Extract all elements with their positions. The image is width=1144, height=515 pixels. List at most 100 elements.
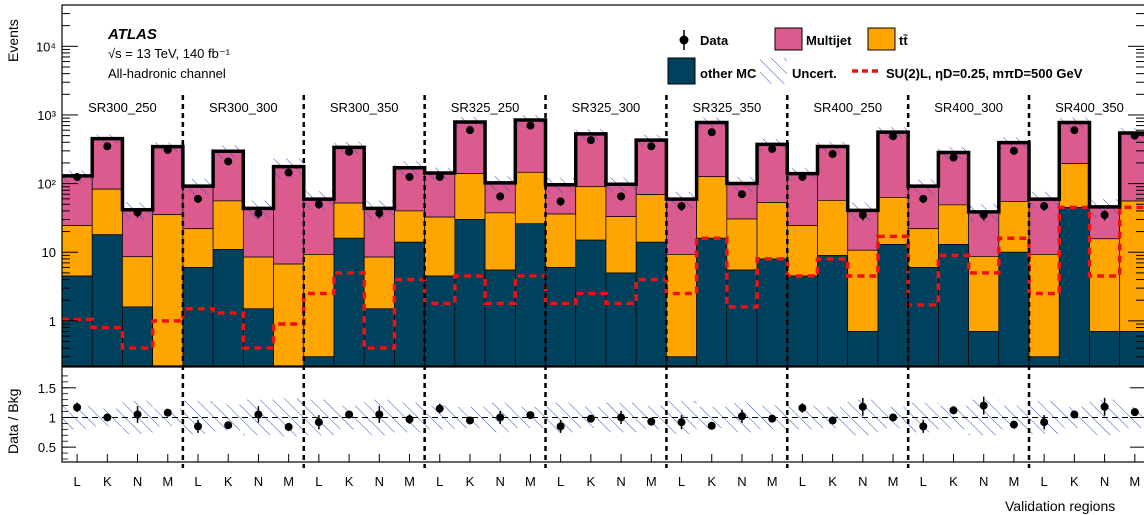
bar-other-mc <box>1028 356 1060 366</box>
x-tick-label: N <box>979 474 988 489</box>
bottom-frame <box>61 366 1144 463</box>
bar-ttbar <box>605 216 637 274</box>
ratio-uncert-band <box>696 406 727 429</box>
x-tick-label: K <box>707 474 716 489</box>
x-tick-label: L <box>73 474 80 489</box>
bar-ttbar <box>152 214 184 366</box>
top-frame <box>61 4 1144 367</box>
bar-other-mc <box>968 331 1000 366</box>
bar-ttbar <box>575 186 607 241</box>
x-tick-label: K <box>466 474 475 489</box>
x-tick-label: M <box>1129 474 1140 489</box>
x-tick-label: L <box>1041 474 1048 489</box>
ratio-point <box>435 404 444 413</box>
ratio-point <box>103 413 112 422</box>
data-point <box>284 168 293 177</box>
legend-uncert-swatch <box>760 58 787 84</box>
bar-ttbar <box>242 256 274 310</box>
ratio-point <box>737 412 746 421</box>
bar-ttbar <box>786 225 818 277</box>
ratio-point <box>647 417 656 426</box>
ratio-point <box>193 422 202 431</box>
total-background-line <box>62 118 1144 214</box>
bar-ttbar <box>968 256 1000 332</box>
bar-ttbar <box>394 210 425 243</box>
data-point <box>919 194 928 203</box>
x-tick-label: M <box>888 474 899 489</box>
x-tick-label: L <box>194 474 201 489</box>
ratio-point <box>979 401 988 410</box>
ratio-point <box>1009 420 1018 429</box>
x-tick-label: K <box>949 474 958 489</box>
bar-ttbar <box>545 213 577 268</box>
ratio-point <box>284 422 293 431</box>
bar-other-mc <box>696 237 728 366</box>
bar-ttbar <box>907 228 939 268</box>
ratio-point <box>1100 402 1109 411</box>
ratio-tick-label: 1 <box>49 410 56 425</box>
data-point <box>858 210 867 219</box>
legend-other-mc-swatch <box>667 57 696 85</box>
ratio-point <box>163 408 172 417</box>
region-label: SR400_350 <box>1055 100 1124 115</box>
ratio-point <box>1130 408 1139 417</box>
ratio-point <box>919 422 928 431</box>
y-tick-label: 1 <box>49 314 56 329</box>
bar-ttbar <box>363 256 395 310</box>
bar-ttbar <box>696 176 728 239</box>
ratio-point <box>1070 410 1079 419</box>
bar-other-mc <box>817 255 849 366</box>
data-point <box>586 136 595 145</box>
data-point <box>1130 131 1139 140</box>
channel-label: All-hadronic channel <box>108 66 226 81</box>
ratio-point <box>375 410 384 419</box>
y-tick-label: 10³ <box>37 108 56 123</box>
bar-other-mc <box>424 275 456 366</box>
x-axis-label: Validation regions <box>1005 498 1115 514</box>
bar-other-mc <box>1089 331 1121 366</box>
x-tick-label: K <box>1070 474 1079 489</box>
ratio-uncert-band <box>424 405 455 430</box>
legend-data-marker <box>679 35 689 45</box>
ratio-point <box>314 418 323 427</box>
x-tick-label: N <box>1100 474 1109 489</box>
x-tick-label: K <box>587 474 596 489</box>
ratio-point <box>526 411 535 420</box>
data-point <box>979 210 988 219</box>
data-point <box>1070 126 1079 135</box>
bar-ttbar <box>635 194 667 243</box>
ratio-point <box>133 410 142 419</box>
data-point <box>647 142 656 151</box>
data-point <box>73 172 82 181</box>
ratio-point <box>858 402 867 411</box>
bar-other-mc <box>635 241 667 366</box>
data-point <box>617 192 626 201</box>
bar-other-mc <box>514 223 546 366</box>
bar-other-mc <box>756 258 788 366</box>
bar-ttbar <box>273 263 305 366</box>
y-tick-label: 10 <box>42 245 56 260</box>
bar-other-mc <box>938 244 969 366</box>
region-label: SR325_300 <box>572 100 641 115</box>
bar-ttbar <box>514 171 546 225</box>
x-tick-label: N <box>495 474 504 489</box>
ratio-point <box>768 414 777 423</box>
bar-ttbar <box>424 216 456 277</box>
bar-ttbar <box>122 256 154 308</box>
bar-multijet <box>877 131 909 198</box>
x-tick-label: N <box>616 474 625 489</box>
bar-ttbar <box>726 218 758 271</box>
region-label: SR300_350 <box>330 100 399 115</box>
bar-multijet <box>152 146 184 216</box>
bar-other-mc <box>363 308 395 366</box>
x-tick-label: L <box>557 474 564 489</box>
x-tick-label: M <box>283 474 294 489</box>
bar-ttbar <box>484 212 516 271</box>
data-point <box>798 172 807 181</box>
ratio-point <box>465 416 474 425</box>
bar-ttbar <box>62 225 93 277</box>
data-point <box>465 126 474 135</box>
legend-ttbar-label: tt̄ <box>899 33 908 48</box>
bar-multijet <box>1119 132 1144 202</box>
